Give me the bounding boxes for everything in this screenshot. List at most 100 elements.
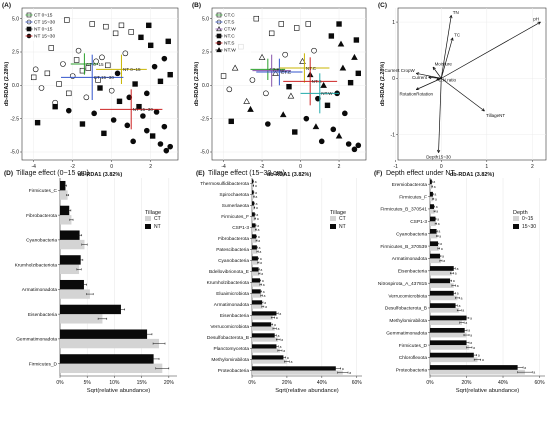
point-triangle (351, 53, 358, 60)
significance-letter: a (482, 358, 484, 362)
bar-CT (252, 337, 279, 342)
significance-letter: a (283, 349, 285, 353)
bar-CT (252, 315, 273, 320)
point-circle (108, 87, 115, 94)
point-square (103, 23, 109, 30)
y-tick-label: 0.0 (202, 83, 209, 89)
bar-15~30 (430, 241, 439, 247)
significance-letter: a (436, 205, 438, 209)
x-tick-label: 40% (498, 380, 509, 386)
point-triangle (287, 92, 295, 99)
significance-letter: a (441, 247, 443, 251)
point-circle (114, 70, 121, 77)
bar-NT (252, 190, 254, 195)
bar-0~15 (430, 258, 441, 264)
vector-arrowhead (450, 37, 454, 41)
x-tick-label: -1 (393, 164, 398, 170)
point-circle (342, 110, 348, 117)
legend-entry: CT (154, 216, 161, 222)
category-label: Gemmatimonadota (386, 330, 427, 336)
bar-15~30 (430, 191, 433, 197)
category-label: Proteobacteria (396, 368, 428, 374)
point-triangle (335, 132, 343, 139)
bar-CT (60, 314, 103, 324)
x-tick-label: 1 (485, 164, 488, 170)
point-square (149, 133, 156, 139)
bar-CT (252, 183, 254, 188)
bar-15~30 (430, 327, 465, 333)
significance-letter: a (524, 366, 526, 370)
significance-letter: a (442, 254, 444, 258)
bar-15~30 (430, 340, 467, 346)
centroid-label: NT.W (321, 91, 333, 96)
x-tick-label: 0 (299, 164, 302, 170)
x-axis-label: Sqrt(relative abundance) (456, 388, 520, 394)
category-label: Fibrobacterota (26, 213, 57, 219)
point-triangle (243, 97, 250, 104)
point-circle (60, 61, 66, 67)
centroid-label: CT.S (269, 67, 279, 72)
bar-CT (60, 338, 160, 349)
category-label: Chloroflexota (399, 355, 428, 361)
significance-letter: a (255, 180, 257, 184)
bar-NT (252, 223, 256, 228)
bar-0~15 (430, 221, 436, 227)
category-label: Armatimonadota (392, 256, 428, 262)
bar-15~30 (430, 179, 432, 185)
category-label: Verrucomicrobiota (210, 324, 249, 330)
x-tick-label: 40% (317, 380, 328, 386)
x-tick-label: -2 (70, 164, 75, 170)
bar-CT (60, 239, 85, 250)
point-circle (69, 73, 76, 79)
bar-0~15 (430, 233, 438, 239)
legend-entry: CT.C (224, 13, 235, 19)
point-circle (144, 90, 150, 97)
point-triangle (299, 57, 306, 64)
point-circle (140, 113, 146, 119)
category-label: Eisenbacteria (220, 313, 249, 319)
point-triangle (272, 69, 279, 76)
legend-key (330, 216, 336, 221)
point-circle (303, 115, 310, 122)
legend-key (513, 224, 519, 229)
x-tick-label: 60% (535, 380, 546, 386)
significance-letter: a (278, 327, 280, 331)
bar-CT (252, 304, 263, 309)
significance-letter: a (262, 279, 264, 283)
category-label: Bdellovibrionota_E (209, 269, 249, 275)
vector-arrow (440, 15, 452, 79)
legend-title: Tillage (145, 210, 161, 216)
bar-15~30 (430, 228, 437, 234)
point-circle (161, 55, 168, 62)
significance-letter: a (459, 304, 461, 308)
significance-letter: a (478, 353, 480, 357)
point-square (167, 71, 173, 78)
vector-label: TC (454, 32, 461, 37)
point-square (116, 98, 123, 105)
vector-arrowhead (481, 108, 485, 112)
point-square (112, 30, 119, 37)
legend-entry: NT.C (224, 34, 235, 40)
bar-15~30 (430, 315, 467, 321)
point-square (293, 25, 300, 31)
significance-letter: a (260, 257, 262, 261)
point-square (132, 81, 138, 87)
significance-letter: a (276, 316, 278, 320)
point-square (89, 21, 95, 27)
significance-letter: a (291, 360, 293, 364)
significance-letter: a (261, 268, 263, 272)
significance-letter: a (470, 333, 472, 337)
bar-CT (252, 370, 343, 375)
y-tick-label: 2.5 (12, 50, 19, 56)
significance-letter: a (257, 224, 259, 228)
centroid-label: CT 15~30 (94, 75, 115, 80)
category-label: Armatimonadota (214, 302, 250, 308)
bar-15~30 (430, 303, 456, 308)
point-square (305, 21, 311, 27)
vector-label: Current CropW (384, 68, 415, 73)
legend-entry: CT.S (224, 20, 234, 26)
point-circle (355, 142, 362, 149)
vector-arrowhead (432, 66, 436, 71)
significance-letter: a (259, 246, 261, 250)
significance-letter: a (255, 191, 257, 195)
